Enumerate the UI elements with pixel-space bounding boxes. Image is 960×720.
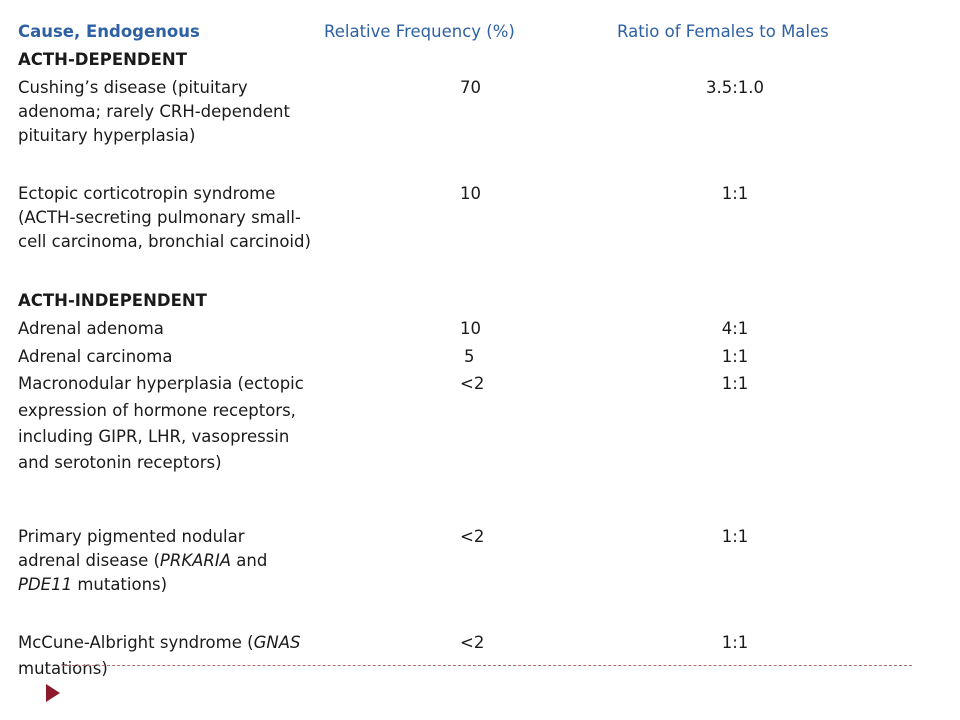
cause-macronodular-line2: expression of hormone receptors, [18, 401, 296, 420]
cause-mccune-line2: mutations) [18, 659, 108, 678]
cause-ppnad-line1: Primary pigmented nodular [18, 527, 245, 546]
cause-ppnad-gene-pde11: PDE11 [18, 575, 73, 594]
cause-ppnad-line3: PDE11 mutations) [18, 573, 167, 597]
cause-mccune-gene-gnas: GNAS [253, 633, 301, 652]
header-frequency: Relative Frequency (%) [324, 22, 515, 41]
header-cause: Cause, Endogenous [18, 22, 200, 41]
ratio-adrenal-carcinoma: 1:1 [721, 347, 749, 366]
cause-ppnad-line2-prefix: adrenal disease ( [18, 551, 160, 570]
ratio-ppnad: 1:1 [721, 527, 749, 546]
frequency-mccune: <2 [460, 633, 485, 652]
ratio-cushings: 3.5:1.0 [705, 78, 765, 97]
ratio-ectopic: 1:1 [721, 184, 749, 203]
cause-ectopic-line1: Ectopic corticotropin syndrome [18, 184, 276, 203]
cause-ppnad-line2-mid: and [231, 551, 268, 570]
cause-macronodular-line4: and serotonin receptors) [18, 453, 222, 472]
cause-ppnad-line3-suffix: mutations) [72, 575, 168, 594]
slide-marker-triangle-icon [46, 684, 60, 702]
frequency-ectopic: 10 [460, 184, 481, 203]
ratio-adrenal-adenoma: 4:1 [721, 319, 749, 338]
cause-cushings-line1: Cushing’s disease (pituitary [18, 78, 248, 97]
footer-dashed-divider [62, 665, 912, 666]
frequency-ppnad: <2 [460, 527, 485, 546]
cause-cushings-line2: adenoma; rarely CRH-dependent [18, 102, 290, 121]
ratio-macronodular: 1:1 [721, 374, 749, 393]
frequency-cushings: 70 [460, 78, 481, 97]
cause-ppnad-line2: adrenal disease (PRKARIA and [18, 549, 267, 573]
cause-adrenal-adenoma: Adrenal adenoma [18, 319, 164, 338]
header-ratio: Ratio of Females to Males [617, 22, 829, 41]
cause-cushings-line3: pituitary hyperplasia) [18, 126, 196, 145]
cause-ppnad-gene-prkaria: PRKARIA [159, 551, 232, 570]
cause-macronodular-line3: including GIPR, LHR, vasopressin [18, 427, 290, 446]
cause-ectopic-line2: (ACTH-secreting pulmonary small- [18, 208, 301, 227]
cause-mccune-line1: McCune-Albright syndrome (GNAS [18, 631, 300, 655]
section-title-acth-independent: ACTH-INDEPENDENT [18, 291, 207, 310]
cause-adrenal-carcinoma: Adrenal carcinoma [18, 347, 173, 366]
section-title-acth-dependent: ACTH-DEPENDENT [18, 50, 187, 69]
cause-macronodular-line1: Macronodular hyperplasia (ectopic [18, 374, 304, 393]
cause-ectopic-line3: cell carcinoma, bronchial carcinoid) [18, 232, 311, 251]
ratio-mccune: 1:1 [721, 633, 749, 652]
frequency-macronodular: <2 [460, 374, 485, 393]
frequency-adrenal-adenoma: 10 [460, 319, 481, 338]
frequency-adrenal-carcinoma: 5 [464, 347, 475, 366]
cause-mccune-line1-prefix: McCune-Albright syndrome ( [18, 633, 254, 652]
